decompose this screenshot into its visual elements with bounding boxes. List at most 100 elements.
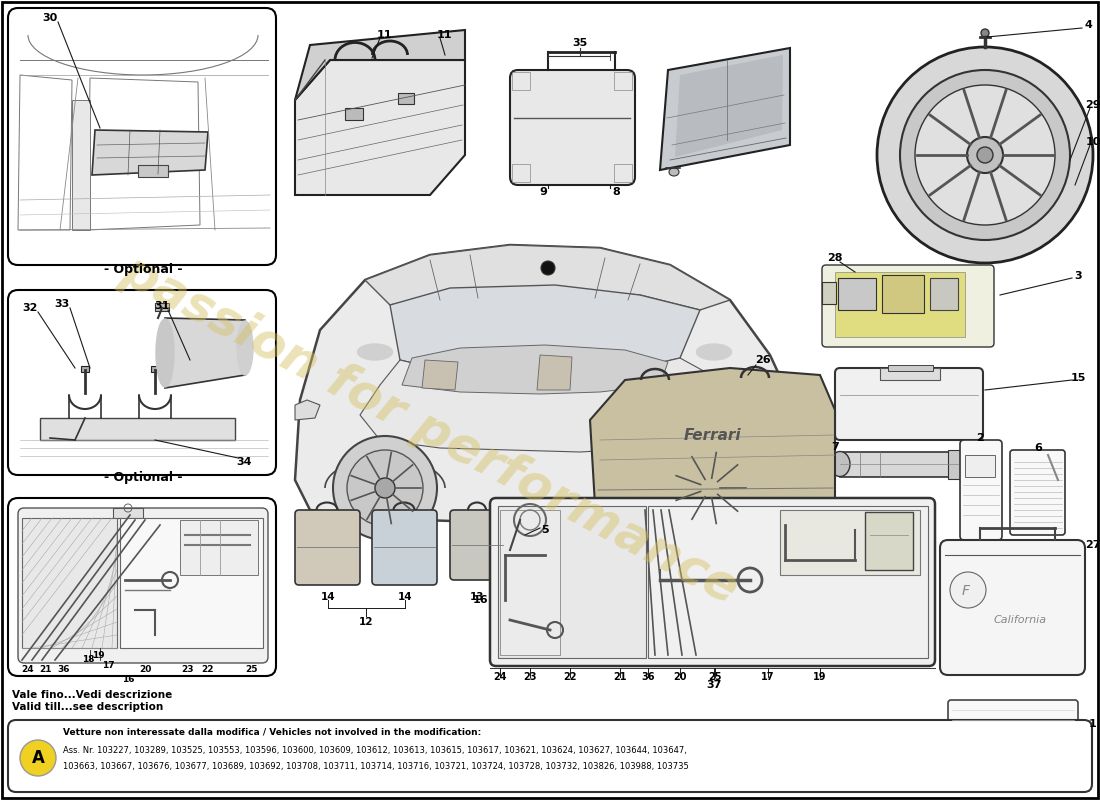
- Text: 11: 11: [376, 30, 392, 40]
- Text: Ferrari: Ferrari: [683, 427, 740, 442]
- Bar: [500, 550, 520, 580]
- Ellipse shape: [236, 321, 253, 375]
- Text: passion for performance: passion for performance: [113, 246, 747, 614]
- Text: 25: 25: [245, 666, 258, 674]
- Bar: [880, 368, 940, 380]
- FancyBboxPatch shape: [822, 265, 994, 347]
- Bar: [512, 72, 530, 90]
- Circle shape: [967, 137, 1003, 173]
- Circle shape: [877, 47, 1093, 263]
- Text: 14: 14: [321, 592, 336, 602]
- Bar: [965, 455, 996, 477]
- Polygon shape: [660, 48, 790, 170]
- Polygon shape: [537, 355, 572, 390]
- FancyBboxPatch shape: [940, 540, 1085, 675]
- FancyBboxPatch shape: [1010, 450, 1065, 535]
- Text: 22: 22: [201, 666, 214, 674]
- Bar: [614, 164, 632, 182]
- Text: Vetture non interessate dalla modifica / Vehicles not involved in the modificati: Vetture non interessate dalla modifica /…: [63, 727, 482, 737]
- Text: 18: 18: [81, 655, 95, 665]
- Text: 36: 36: [641, 672, 654, 682]
- FancyBboxPatch shape: [948, 700, 1078, 748]
- Bar: [780, 510, 920, 575]
- Text: 20: 20: [139, 666, 151, 674]
- Text: 17: 17: [101, 661, 114, 670]
- Polygon shape: [165, 318, 245, 388]
- FancyBboxPatch shape: [8, 720, 1092, 792]
- Ellipse shape: [669, 168, 679, 176]
- Ellipse shape: [156, 319, 174, 387]
- Bar: [345, 108, 363, 120]
- Text: 10: 10: [1086, 137, 1100, 147]
- Bar: [498, 506, 646, 658]
- Bar: [614, 72, 632, 90]
- Ellipse shape: [696, 344, 732, 360]
- Bar: [882, 275, 924, 313]
- Circle shape: [672, 450, 748, 526]
- Text: 20: 20: [673, 672, 686, 682]
- Text: 34: 34: [236, 457, 252, 467]
- Circle shape: [346, 450, 424, 526]
- Circle shape: [900, 70, 1070, 240]
- FancyBboxPatch shape: [960, 440, 1002, 540]
- Circle shape: [981, 29, 989, 37]
- Bar: [22, 518, 117, 648]
- Text: 17: 17: [761, 672, 774, 682]
- Polygon shape: [92, 130, 208, 175]
- Bar: [81, 366, 89, 372]
- Text: 2: 2: [976, 433, 983, 443]
- Text: 15: 15: [1070, 373, 1086, 383]
- Polygon shape: [675, 55, 783, 157]
- Bar: [835, 272, 965, 337]
- Bar: [888, 365, 933, 371]
- Circle shape: [541, 261, 556, 275]
- Circle shape: [20, 740, 56, 776]
- Text: 6: 6: [1034, 443, 1042, 453]
- Text: 9: 9: [539, 187, 547, 197]
- Polygon shape: [295, 400, 320, 420]
- Bar: [948, 450, 966, 479]
- Text: 103663, 103667, 103676, 103677, 103689, 103692, 103708, 103711, 103714, 103716, : 103663, 103667, 103676, 103677, 103689, …: [63, 762, 689, 770]
- Text: 37: 37: [706, 680, 722, 690]
- Text: 16: 16: [472, 595, 487, 605]
- Bar: [500, 510, 560, 655]
- Text: 14: 14: [398, 592, 412, 602]
- Text: Ass. Nr. 103227, 103289, 103525, 103553, 103596, 103600, 103609, 103612, 103613,: Ass. Nr. 103227, 103289, 103525, 103553,…: [63, 746, 686, 754]
- Bar: [398, 93, 414, 104]
- FancyBboxPatch shape: [510, 70, 635, 185]
- Text: 21: 21: [40, 666, 53, 674]
- Text: 19: 19: [91, 650, 104, 659]
- Polygon shape: [590, 368, 835, 505]
- Text: 16: 16: [122, 675, 134, 685]
- Polygon shape: [295, 30, 465, 100]
- Text: 27: 27: [1086, 540, 1100, 550]
- Text: 25: 25: [708, 672, 722, 682]
- FancyBboxPatch shape: [450, 510, 505, 580]
- Text: 36: 36: [57, 666, 70, 674]
- Text: 23: 23: [182, 666, 195, 674]
- Polygon shape: [402, 345, 668, 394]
- Polygon shape: [295, 60, 465, 195]
- Text: 19: 19: [813, 672, 827, 682]
- Circle shape: [950, 572, 986, 608]
- Text: Vale fino...Vedi descrizione: Vale fino...Vedi descrizione: [12, 690, 173, 700]
- Text: 24: 24: [493, 672, 507, 682]
- FancyBboxPatch shape: [8, 8, 276, 265]
- Text: 8: 8: [612, 187, 620, 197]
- Text: Valid till...see description: Valid till...see description: [12, 702, 163, 712]
- Text: 5: 5: [541, 525, 549, 535]
- Polygon shape: [295, 245, 810, 525]
- Bar: [822, 282, 836, 304]
- Text: 29: 29: [1086, 100, 1100, 110]
- Text: 4: 4: [1085, 20, 1092, 30]
- Text: 30: 30: [43, 13, 57, 23]
- Text: 33: 33: [54, 299, 69, 309]
- Ellipse shape: [358, 344, 393, 360]
- Text: 21: 21: [614, 672, 627, 682]
- FancyBboxPatch shape: [490, 498, 935, 666]
- Text: 26: 26: [756, 355, 771, 365]
- Text: 28: 28: [827, 253, 843, 263]
- Text: 31: 31: [154, 301, 169, 311]
- Text: - Optional -: - Optional -: [103, 263, 183, 277]
- FancyBboxPatch shape: [18, 508, 268, 663]
